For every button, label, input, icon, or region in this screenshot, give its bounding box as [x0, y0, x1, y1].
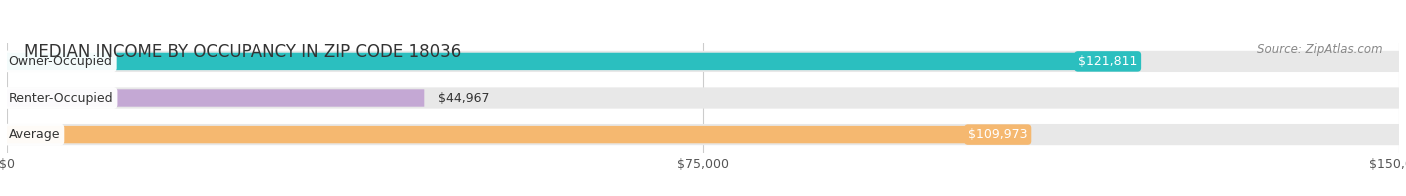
Text: Source: ZipAtlas.com: Source: ZipAtlas.com: [1257, 43, 1382, 56]
FancyBboxPatch shape: [7, 51, 1399, 72]
Text: $109,973: $109,973: [969, 128, 1028, 141]
FancyBboxPatch shape: [7, 89, 425, 107]
Text: $44,967: $44,967: [439, 92, 489, 104]
Text: Renter-Occupied: Renter-Occupied: [8, 92, 112, 104]
FancyBboxPatch shape: [7, 124, 1399, 145]
Text: Owner-Occupied: Owner-Occupied: [8, 55, 112, 68]
Text: Average: Average: [8, 128, 60, 141]
FancyBboxPatch shape: [7, 126, 1028, 143]
FancyBboxPatch shape: [7, 53, 1137, 70]
Text: MEDIAN INCOME BY OCCUPANCY IN ZIP CODE 18036: MEDIAN INCOME BY OCCUPANCY IN ZIP CODE 1…: [24, 43, 461, 61]
Text: $121,811: $121,811: [1078, 55, 1137, 68]
FancyBboxPatch shape: [7, 87, 1399, 109]
